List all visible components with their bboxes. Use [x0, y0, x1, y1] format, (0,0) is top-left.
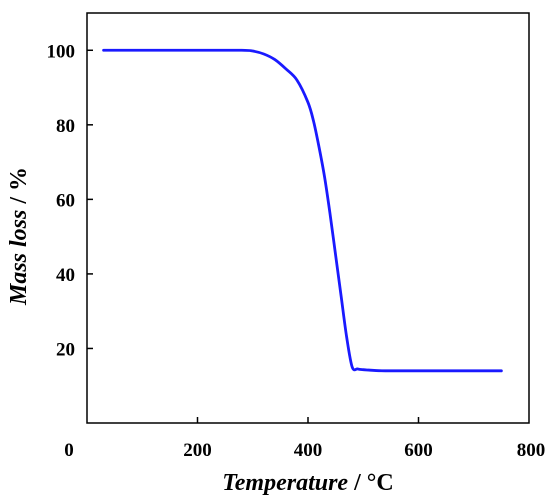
- x-axis-ticks: 0 200 400 600 800: [64, 417, 545, 461]
- y-tick-label: 80: [56, 116, 75, 137]
- x-tick-label: 0: [64, 440, 74, 461]
- x-tick-label: 800: [517, 440, 546, 461]
- x-axis-title-unit: / °C: [348, 470, 394, 496]
- x-tick-label: 200: [183, 440, 212, 461]
- y-tick-label: 60: [56, 190, 75, 211]
- x-tick-label: 400: [294, 440, 323, 461]
- x-tick-label: 600: [404, 440, 433, 461]
- y-tick-label: 40: [56, 265, 75, 286]
- x-axis-title-main: Temperature: [222, 470, 348, 496]
- y-tick-label: 100: [47, 41, 76, 62]
- y-tick-label: 20: [56, 339, 75, 360]
- y-axis-title-main: Mass loss: [6, 210, 32, 306]
- y-axis-title-unit: / %: [6, 167, 32, 210]
- y-axis-ticks: 20 40 60 80 100: [47, 41, 93, 360]
- mass-loss-line: [102, 48, 503, 373]
- y-axis-title: Mass loss / %: [6, 167, 32, 306]
- series-layer: [102, 48, 503, 373]
- plot-frame: [86, 12, 530, 424]
- x-axis-title: Temperature / °C: [222, 470, 393, 496]
